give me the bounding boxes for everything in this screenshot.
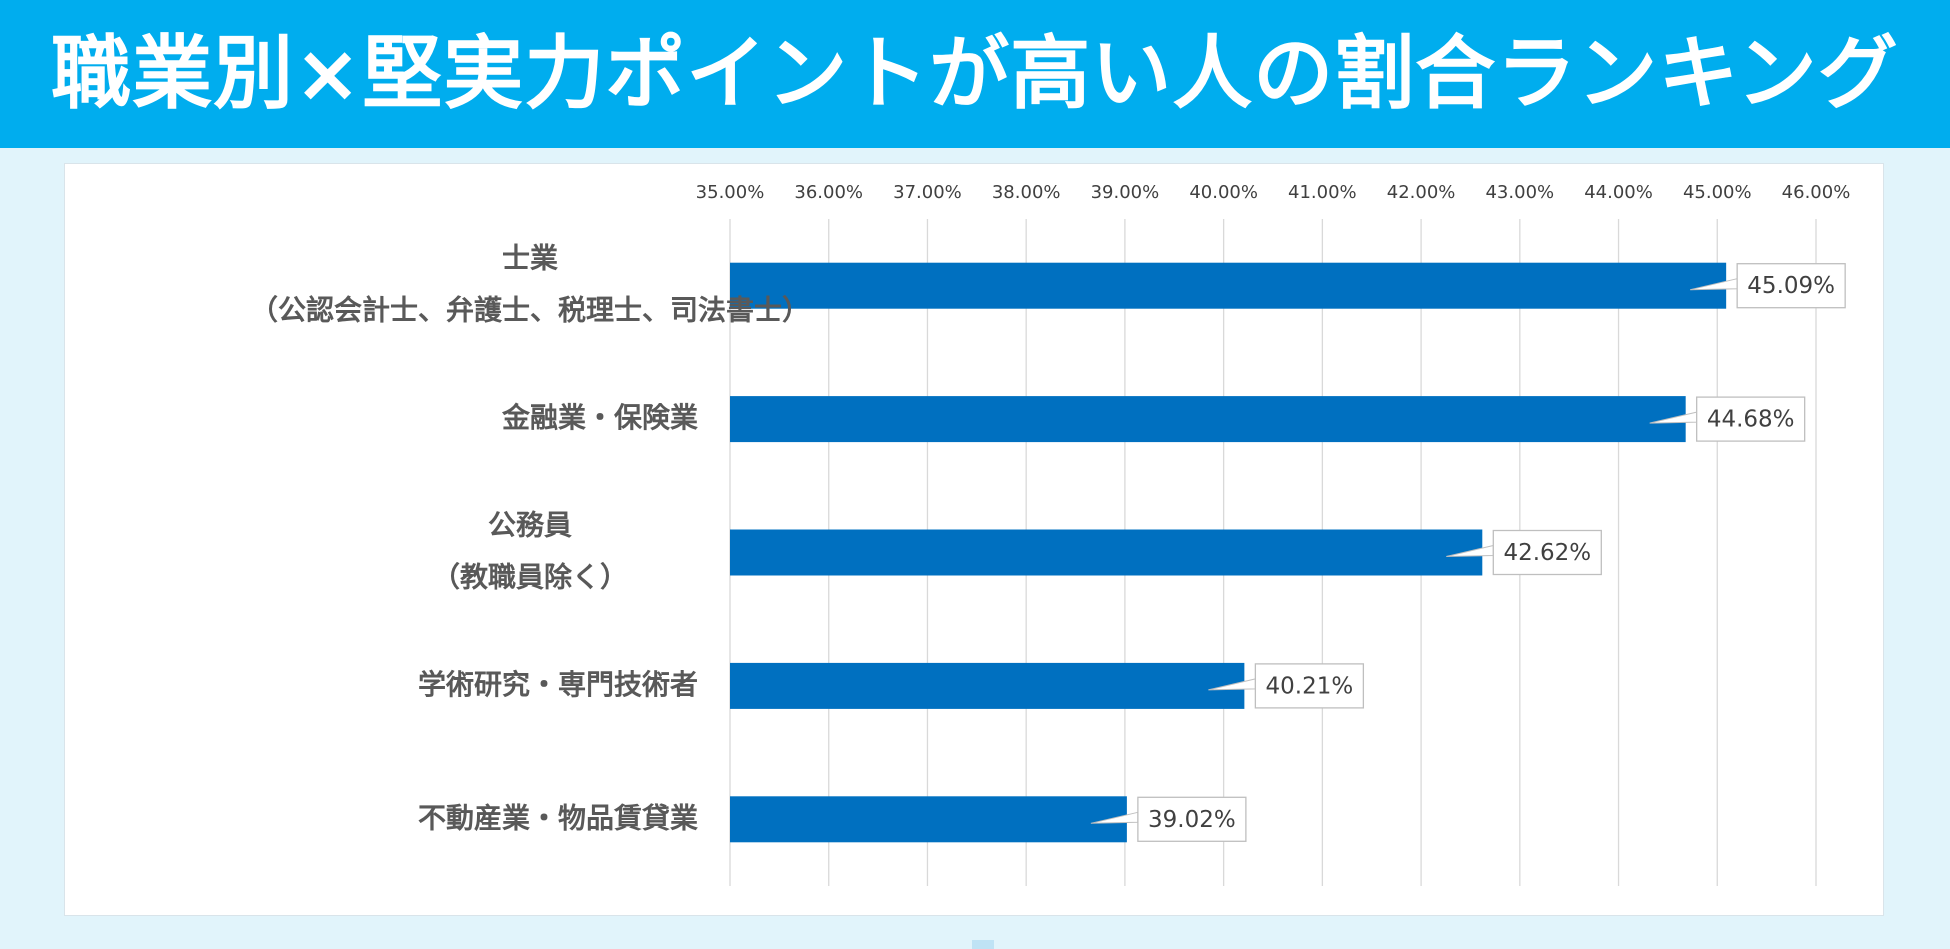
- data-label-box: [1137, 796, 1247, 842]
- category-label: 公務員: [488, 509, 572, 542]
- category-label: （公認会計士、弁護士、税理士、司法書士）: [250, 294, 810, 327]
- x-tick-label: 39.00%: [1091, 182, 1160, 203]
- bar: [730, 662, 1245, 709]
- ranking-bar-chart: 35.00% 36.00% 37.00% 38.00% 39.00% 40.00% 41.0…: [250, 182, 1851, 886]
- x-tick-label: 46.00%: [1782, 182, 1851, 203]
- x-tick-label: 40.00%: [1189, 182, 1258, 203]
- x-tick-label: 45.00%: [1683, 182, 1752, 203]
- data-label-box: [1736, 263, 1846, 309]
- data-labels: 45.09% 44.68% 42.62% 40.21% 39.02%: [1090, 263, 1846, 842]
- x-tick-label: 41.00%: [1288, 182, 1357, 203]
- x-tick-label: 38.00%: [992, 182, 1061, 203]
- x-tick-label: 35.00%: [696, 182, 765, 203]
- x-tick-label: 42.00%: [1387, 182, 1456, 203]
- bar: [730, 529, 1483, 576]
- chart-panel: 35.00% 36.00% 37.00% 38.00% 39.00% 40.00% 41.0…: [64, 163, 1884, 916]
- data-label: 45.09%: [1747, 273, 1835, 299]
- bottom-marker: [972, 940, 994, 949]
- category-label: 学術研究・専門技術者: [418, 668, 698, 701]
- data-label: 39.02%: [1148, 807, 1236, 833]
- data-label: 40.21%: [1266, 673, 1354, 699]
- bars: [730, 262, 1727, 843]
- x-axis-ticks: 35.00% 36.00% 37.00% 38.00% 39.00% 40.00% 41.0…: [696, 182, 1851, 203]
- category-label: 金融業・保険業: [501, 401, 698, 434]
- page-title: 職業別×堅実力ポイントが高い人の割合ランキング: [51, 27, 1899, 120]
- data-label: 42.62%: [1503, 540, 1591, 566]
- data-label-box: [1254, 663, 1365, 709]
- x-tick-label: 44.00%: [1584, 182, 1653, 203]
- x-tick-label: 37.00%: [893, 182, 962, 203]
- x-tick-label: 36.00%: [794, 182, 863, 203]
- bar: [730, 262, 1727, 309]
- header-banner: 職業別×堅実力ポイントが高い人の割合ランキング: [0, 0, 1950, 148]
- category-label: 不動産業・物品賃貸業: [418, 801, 698, 834]
- data-label-box: [1696, 396, 1806, 442]
- x-tick-label: 43.00%: [1485, 182, 1554, 203]
- category-label: 士業: [502, 242, 558, 275]
- bar: [730, 796, 1127, 843]
- category-label: （教職員除く）: [432, 561, 628, 594]
- data-label: 44.68%: [1707, 407, 1795, 433]
- data-label-box: [1492, 529, 1602, 576]
- bar: [730, 396, 1686, 443]
